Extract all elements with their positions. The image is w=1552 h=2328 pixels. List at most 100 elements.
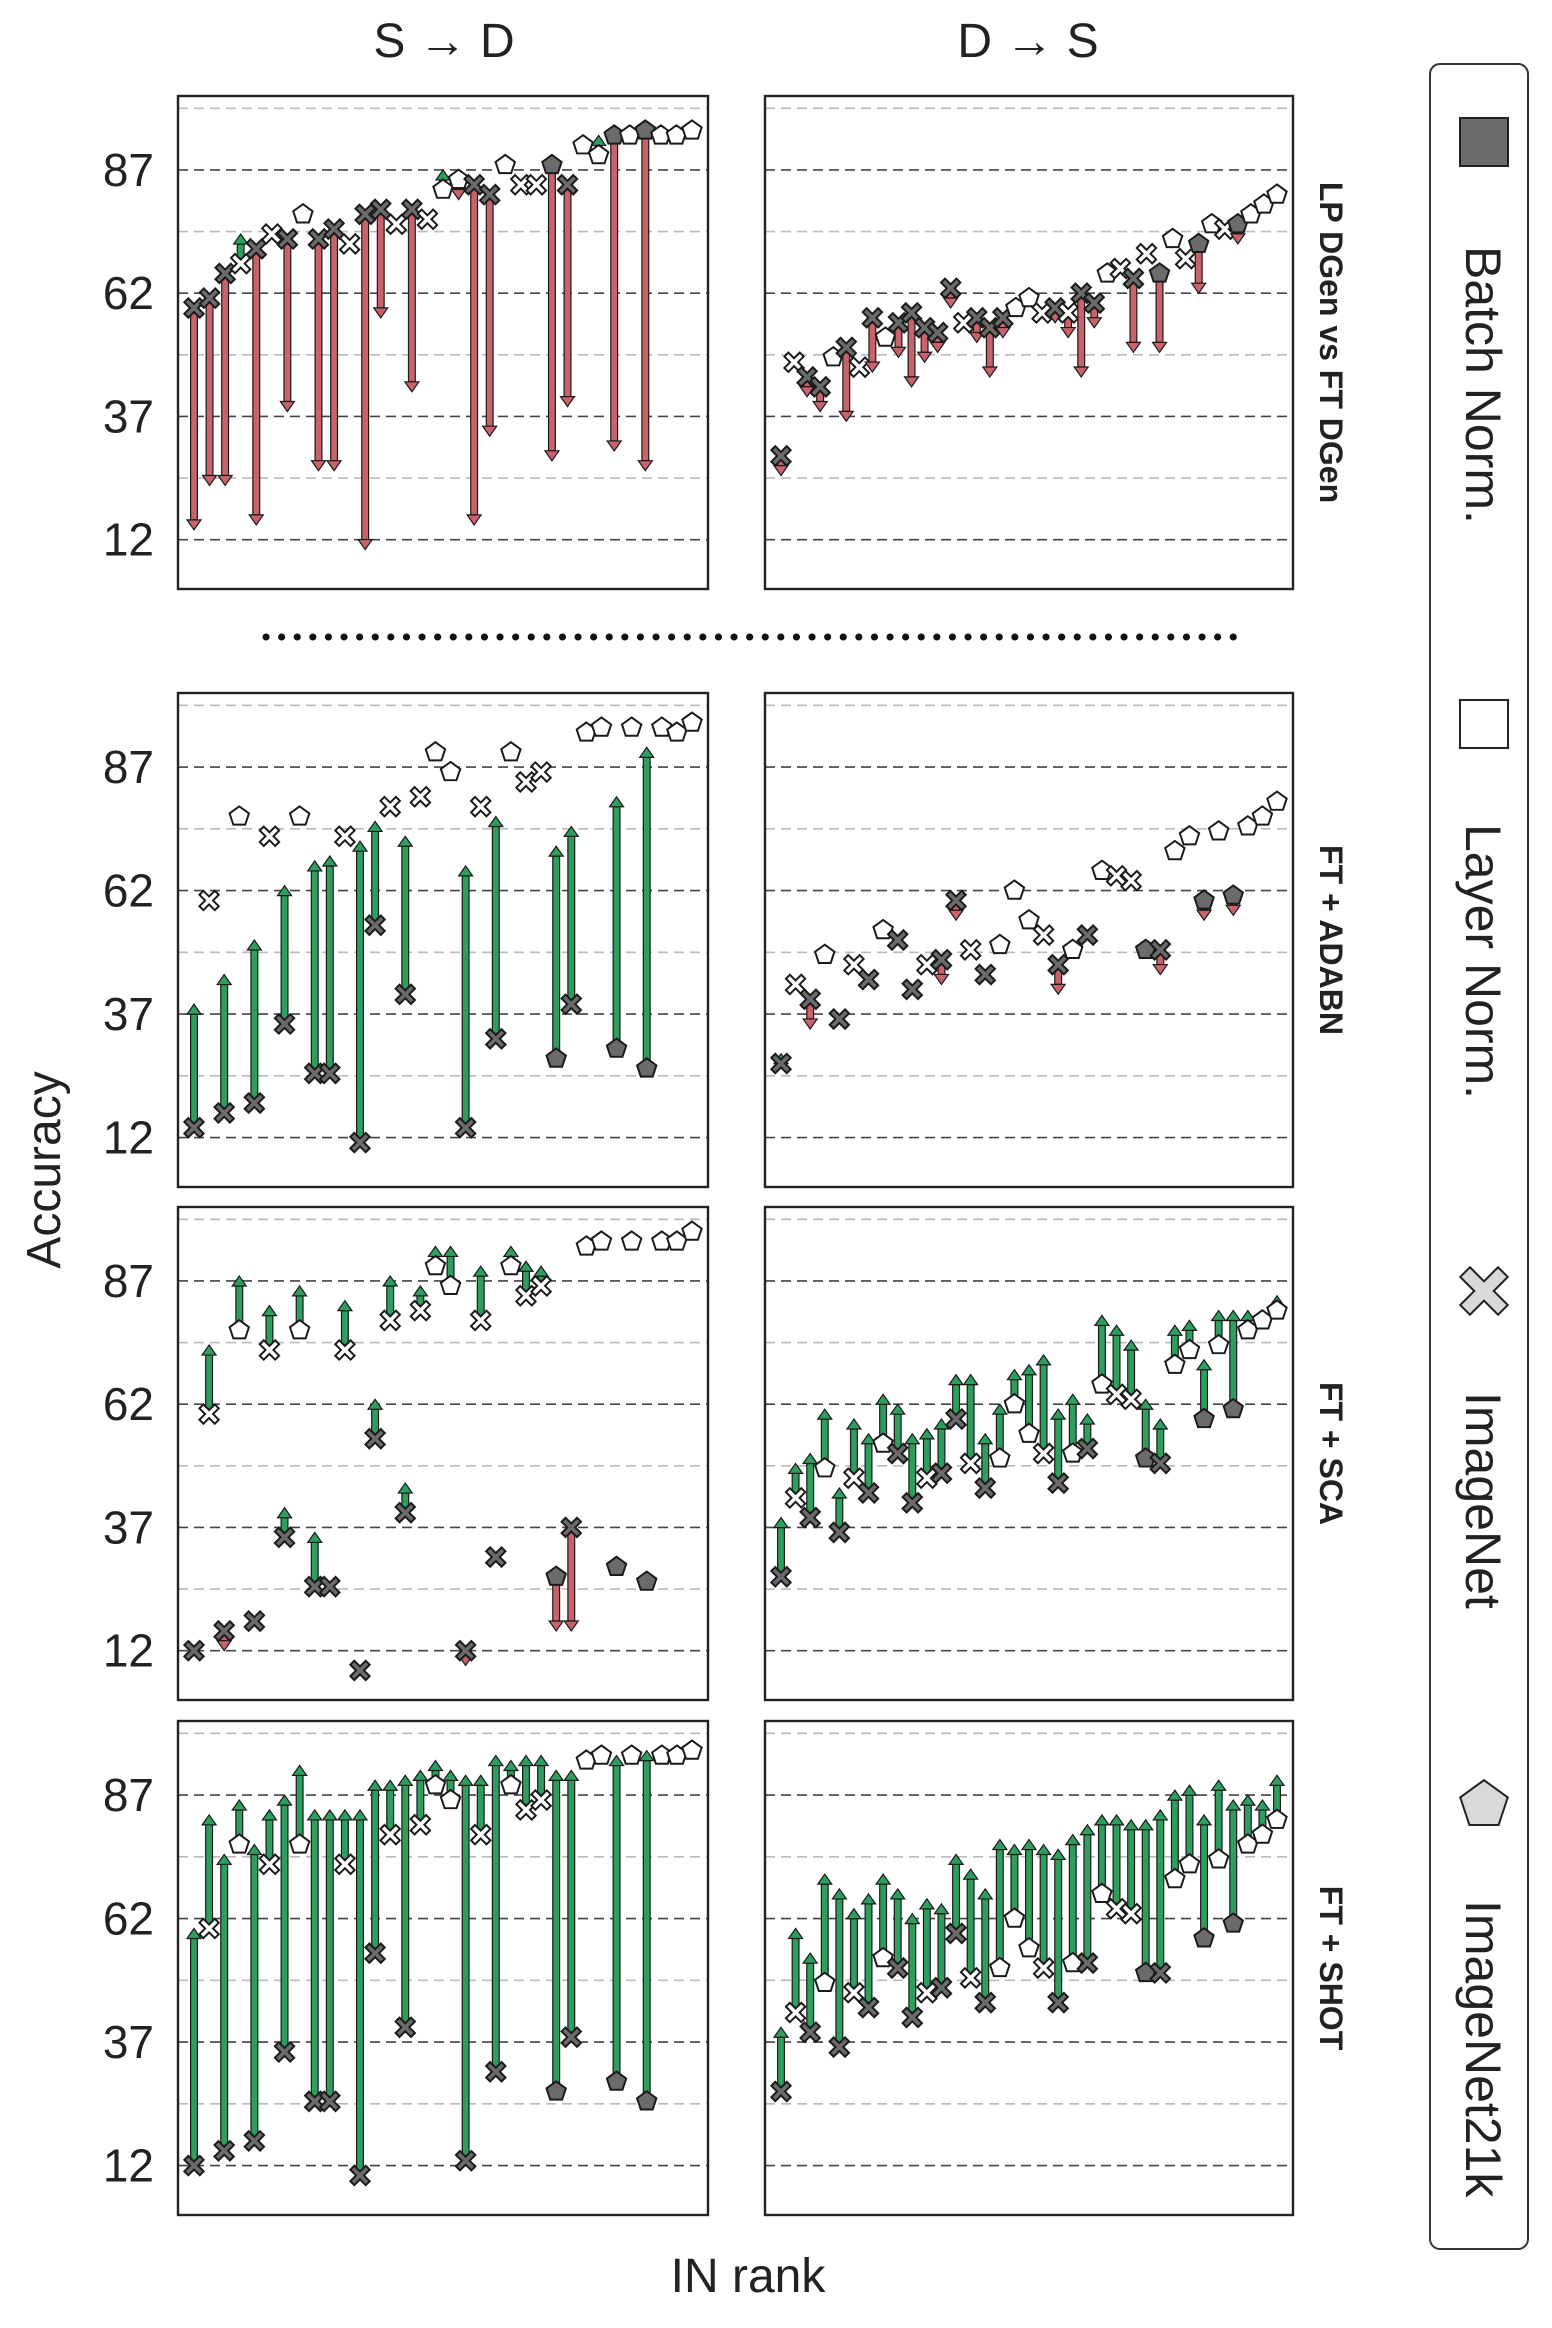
change-arrow-shaft xyxy=(806,1462,815,1519)
imagenet21k-marker xyxy=(988,1956,1011,1978)
data-point xyxy=(930,1902,953,1999)
change-arrow-shaft xyxy=(356,850,365,1144)
data-point xyxy=(1018,1363,1040,1443)
change-arrow-shaft xyxy=(325,1819,334,2102)
imagenet-marker xyxy=(463,173,486,196)
data-point xyxy=(799,988,822,1030)
data-point xyxy=(273,1506,296,1549)
change-arrow-head xyxy=(1152,963,1169,976)
data-point xyxy=(1178,1319,1201,1360)
imagenet-marker xyxy=(338,232,361,255)
data-point xyxy=(1083,291,1106,329)
data-point xyxy=(509,173,532,196)
panel-2-2: FT + ADABN xyxy=(763,691,1349,1189)
data-point xyxy=(587,134,610,165)
panel-frame xyxy=(176,1719,710,2217)
data-point xyxy=(1266,1294,1288,1320)
change-arrow-head xyxy=(1254,1798,1271,1811)
imagenet21k-marker xyxy=(1003,879,1026,900)
change-arrow-shaft xyxy=(567,835,576,1005)
change-arrow-shaft xyxy=(330,228,339,462)
change-arrow-head xyxy=(1122,1339,1140,1351)
data-point xyxy=(1018,908,1040,930)
data-point xyxy=(1032,1353,1055,1465)
data-point xyxy=(348,1659,372,1682)
imagenet-marker xyxy=(478,183,501,206)
change-arrow-head xyxy=(638,1749,655,1762)
data-point xyxy=(944,889,968,922)
change-arrow-head xyxy=(472,1774,489,1786)
data-point xyxy=(1032,923,1055,947)
legend-label-imagenet21k: ImageNet21k xyxy=(1455,1900,1511,2198)
data-point xyxy=(182,1927,206,2177)
data-point xyxy=(1222,1798,1245,1933)
imagenet21k-marker xyxy=(620,1230,643,1251)
data-point xyxy=(809,375,832,413)
data-point xyxy=(620,716,643,737)
change-arrow-shaft xyxy=(314,238,323,462)
change-arrow-shaft xyxy=(470,184,479,516)
imagenet21k-marker xyxy=(292,202,314,224)
change-arrow-head xyxy=(532,1265,550,1277)
data-point xyxy=(228,1798,251,1854)
change-arrow-shaft xyxy=(371,830,380,926)
data-point xyxy=(182,1639,206,1662)
imagenet-marker xyxy=(861,306,884,329)
change-arrow-head xyxy=(1239,1794,1256,1806)
imagenet21k-marker xyxy=(813,1456,836,1478)
change-arrow-head xyxy=(517,1260,535,1272)
change-arrow-head xyxy=(325,460,343,472)
data-point xyxy=(454,1774,477,2172)
data-point xyxy=(813,1408,836,1478)
data-point xyxy=(258,1808,281,1876)
imagenet-marker xyxy=(848,356,871,379)
imagenet-marker xyxy=(364,1942,387,1965)
imagenet-marker xyxy=(484,1027,507,1050)
change-arrow-shaft xyxy=(310,870,319,1074)
imagenet-marker xyxy=(198,1917,221,1940)
change-arrow-head xyxy=(246,1843,263,1856)
change-arrow-head xyxy=(366,1398,384,1410)
y-tick-label: 12 xyxy=(103,2140,154,2192)
data-point xyxy=(288,1284,311,1340)
imagenet-marker xyxy=(944,1922,968,1945)
change-arrow-head xyxy=(991,1838,1008,1851)
data-point xyxy=(1193,1358,1215,1429)
change-arrow-shaft xyxy=(1112,1824,1121,1910)
data-point xyxy=(974,1432,997,1500)
data-point xyxy=(545,1565,568,1633)
change-arrow-shaft xyxy=(842,346,851,412)
data-point xyxy=(1120,869,1143,892)
data-point xyxy=(556,173,579,408)
data-point xyxy=(364,1779,387,1965)
change-arrow-shaft xyxy=(612,806,621,1050)
change-arrow-shaft xyxy=(1039,1853,1048,1969)
change-arrow-shaft xyxy=(849,1918,858,1994)
change-arrow-shaft xyxy=(610,134,619,442)
imagenet-marker xyxy=(1149,1452,1172,1475)
y-tick-label: 87 xyxy=(103,741,154,793)
imagenet-marker xyxy=(857,968,880,991)
imagenet21k-marker xyxy=(545,2080,568,2101)
y-tick-label: 62 xyxy=(103,865,154,917)
imagenet-marker xyxy=(1047,1471,1070,1495)
imagenet21k-marker xyxy=(500,1773,522,1795)
data-point xyxy=(1003,1843,1026,1928)
imagenet-marker xyxy=(333,1338,356,1362)
change-arrow-shaft xyxy=(401,1784,410,2028)
change-arrow-head xyxy=(1122,1818,1140,1831)
y-tick-label: 37 xyxy=(103,2016,154,2068)
change-arrow-head xyxy=(1195,1358,1213,1371)
data-point xyxy=(828,1486,851,1544)
change-arrow-head xyxy=(787,1927,804,1940)
imagenet21k-marker xyxy=(1222,1912,1245,1933)
change-arrow-head xyxy=(1152,1417,1169,1430)
data-point xyxy=(228,805,251,826)
imagenet21k-marker xyxy=(541,153,563,175)
change-arrow-head xyxy=(472,1265,489,1277)
data-point xyxy=(1120,1818,1143,1925)
legend-frame xyxy=(1429,63,1529,2250)
change-arrow-head xyxy=(427,1759,444,1772)
change-arrow-shaft xyxy=(567,1526,576,1622)
data-point xyxy=(530,1754,553,1812)
